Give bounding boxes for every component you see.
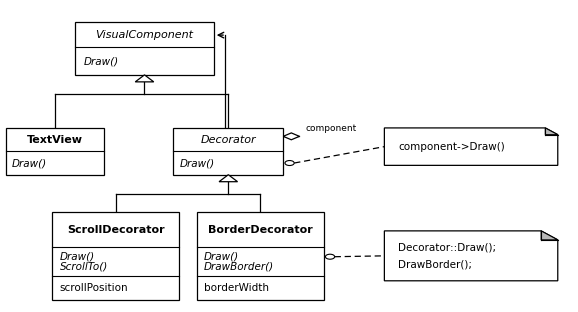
- Bar: [75, 22, 214, 75]
- Text: DrawBorder(): DrawBorder(): [204, 261, 275, 271]
- Text: Decorator::Draw();: Decorator::Draw();: [398, 242, 497, 252]
- Polygon shape: [384, 231, 558, 281]
- Polygon shape: [545, 128, 558, 135]
- Text: scrollPosition: scrollPosition: [60, 283, 128, 293]
- Bar: [52, 212, 179, 300]
- Circle shape: [285, 160, 294, 166]
- Text: Draw(): Draw(): [60, 252, 95, 262]
- Text: ScrollTo(): ScrollTo(): [60, 261, 108, 271]
- Circle shape: [325, 254, 335, 259]
- Bar: [173, 128, 283, 175]
- Polygon shape: [283, 133, 299, 140]
- Polygon shape: [384, 128, 558, 165]
- Text: TextView: TextView: [27, 134, 83, 145]
- Text: component->Draw(): component->Draw(): [398, 142, 505, 152]
- Bar: [197, 212, 324, 300]
- Text: ScrollDecorator: ScrollDecorator: [67, 225, 164, 235]
- Bar: [6, 128, 104, 175]
- Text: borderWidth: borderWidth: [204, 283, 269, 293]
- Text: component: component: [305, 124, 357, 133]
- Text: Draw(): Draw(): [12, 158, 47, 168]
- Polygon shape: [219, 175, 238, 182]
- Polygon shape: [541, 231, 558, 240]
- Text: Draw(): Draw(): [83, 56, 118, 66]
- Text: VisualComponent: VisualComponent: [95, 30, 194, 40]
- Text: BorderDecorator: BorderDecorator: [208, 225, 313, 235]
- Text: Draw(): Draw(): [180, 158, 215, 168]
- Text: Draw(): Draw(): [204, 252, 239, 262]
- Text: DrawBorder();: DrawBorder();: [398, 259, 472, 269]
- Text: Decorator: Decorator: [201, 134, 256, 145]
- Polygon shape: [135, 75, 154, 82]
